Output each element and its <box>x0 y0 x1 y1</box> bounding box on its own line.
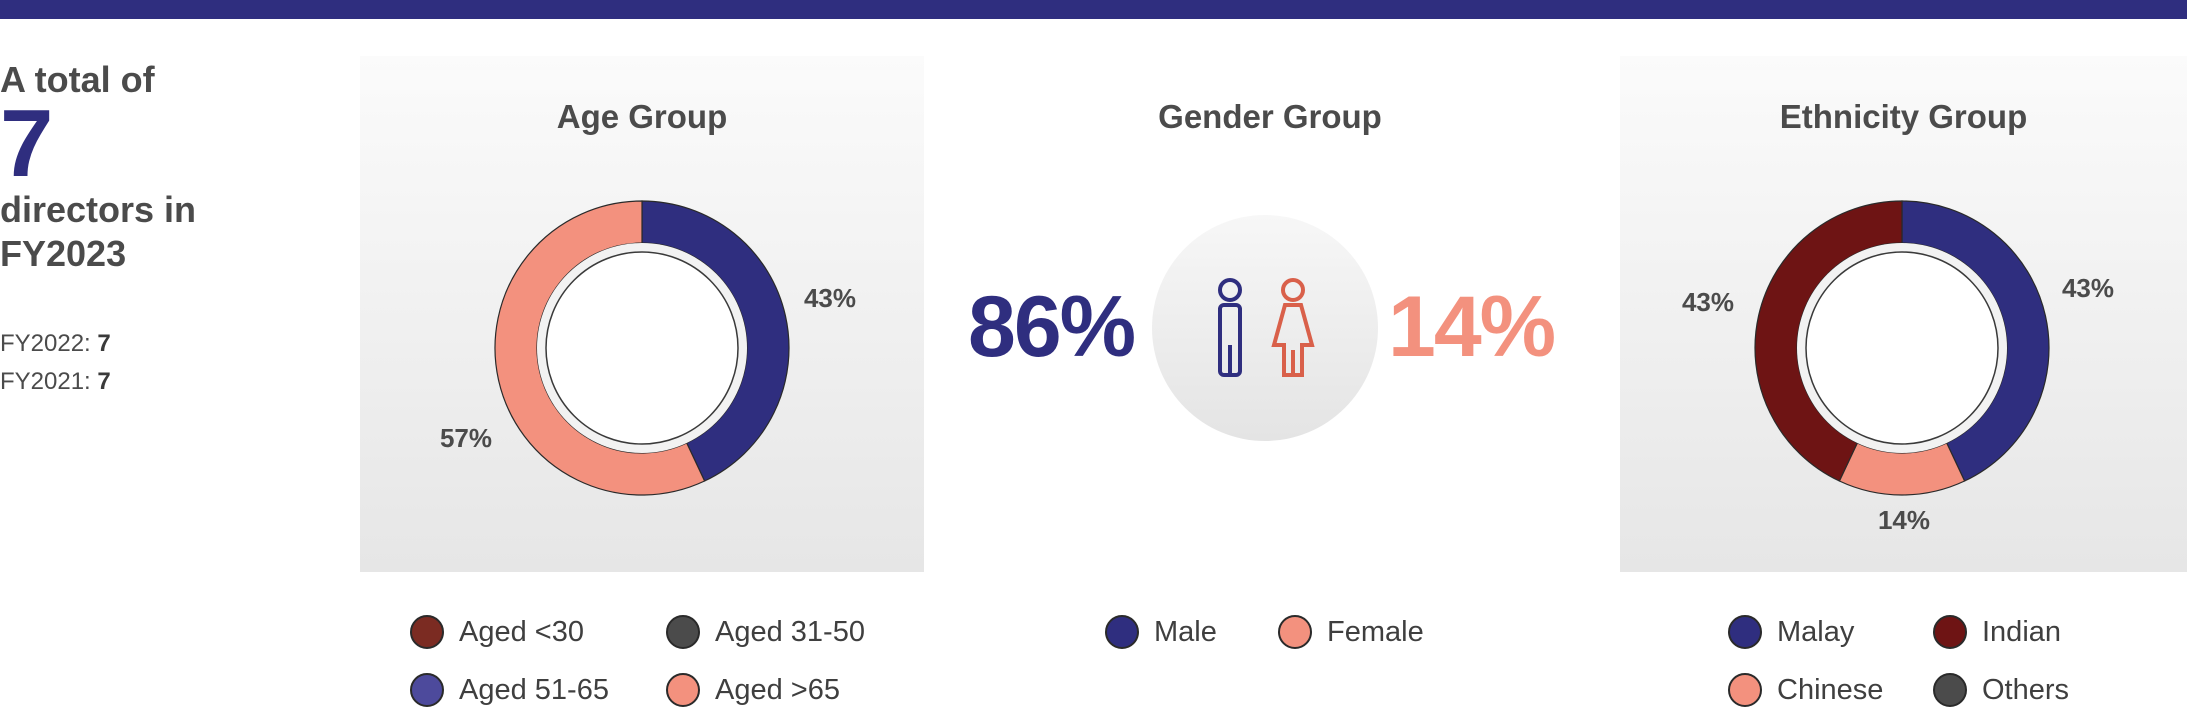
slice-label-indian: 43% <box>1682 287 1734 317</box>
slice-label-aged-51-65: 43% <box>804 283 856 313</box>
male-icon <box>1218 278 1242 377</box>
legend-label-malay: Malay <box>1777 615 1855 648</box>
legend-swatch-chinese <box>1728 673 1762 707</box>
legend-swatch-aged-65 <box>666 673 700 707</box>
age-group-title: Age Group <box>556 98 728 135</box>
fy2021-value: 7 <box>97 368 111 395</box>
legend-item-male: Male <box>1105 612 1217 652</box>
legend-swatch-aged-51-65 <box>410 673 444 707</box>
legend-label-indian: Indian <box>1982 615 2062 648</box>
summary-line-3: FY2023 <box>0 233 127 274</box>
legend-label-aged-51-65: Aged 51-65 <box>459 673 609 706</box>
ethnicity-donut: 43% 14% 43% <box>1682 200 2114 535</box>
slice-label-chinese: 14% <box>1878 505 1930 535</box>
age-donut: 43% 57% <box>440 200 856 496</box>
slice-label-aged-65: 57% <box>440 423 492 453</box>
legend-swatch-others <box>1933 673 1967 707</box>
fy2022-value: 7 <box>97 330 111 357</box>
legend-swatch-indian <box>1933 615 1967 649</box>
donut-inner-ring <box>1805 251 1999 445</box>
legend-swatch-male <box>1105 615 1139 649</box>
female-percentage: 14% <box>1388 279 1556 375</box>
legend-label-others: Others <box>1982 673 2070 706</box>
fy2022-label: FY2022: <box>0 330 91 357</box>
fy2021-label: FY2021: <box>0 368 91 395</box>
ethnicity-group-title: Ethnicity Group <box>1779 98 2028 135</box>
legend-label-chinese: Chinese <box>1777 673 1884 706</box>
legend-item-indian: Indian <box>1933 612 2061 652</box>
summary-line-1: A total of <box>0 59 155 100</box>
directors-summary: A total of 7 directors in FY2023 <box>0 58 330 276</box>
legend-swatch-aged-30 <box>410 615 444 649</box>
legend-item-chinese: Chinese <box>1728 670 1883 710</box>
legend-label-male: Male <box>1154 615 1217 648</box>
fy2022-count: FY2022: 7 <box>0 330 300 358</box>
legend-item-aged-51-65: Aged 51-65 <box>410 670 609 710</box>
legend-label-aged-65: Aged >65 <box>715 673 840 706</box>
legend-item-aged-65: Aged >65 <box>666 670 840 710</box>
legend-item-others: Others <box>1933 670 2069 710</box>
legend-item-female: Female <box>1278 612 1424 652</box>
male-percentage: 86% <box>968 279 1136 375</box>
gender-icon-circle <box>1152 215 1378 441</box>
legend-swatch-aged-31-50 <box>666 615 700 649</box>
top-banner-bar <box>0 0 2187 19</box>
slice-label-malay: 43% <box>2062 273 2114 303</box>
legend-label-aged-31-50: Aged 31-50 <box>715 615 865 648</box>
director-count: 7 <box>0 90 54 197</box>
gender-group-title: Gender Group <box>1158 98 1382 135</box>
fy2021-count: FY2021: 7 <box>0 368 300 396</box>
legend-label-aged-30: Aged <30 <box>459 615 584 648</box>
legend-swatch-malay <box>1728 615 1762 649</box>
legend-item-aged-31-50: Aged 31-50 <box>666 612 865 652</box>
legend-item-malay: Malay <box>1728 612 1854 652</box>
legend-item-aged-30: Aged <30 <box>410 612 584 652</box>
legend-swatch-female <box>1278 615 1312 649</box>
summary-line-2: directors in <box>0 189 197 230</box>
donut-inner-ring <box>545 251 739 445</box>
female-icon <box>1271 278 1315 377</box>
legend-label-female: Female <box>1327 615 1424 648</box>
